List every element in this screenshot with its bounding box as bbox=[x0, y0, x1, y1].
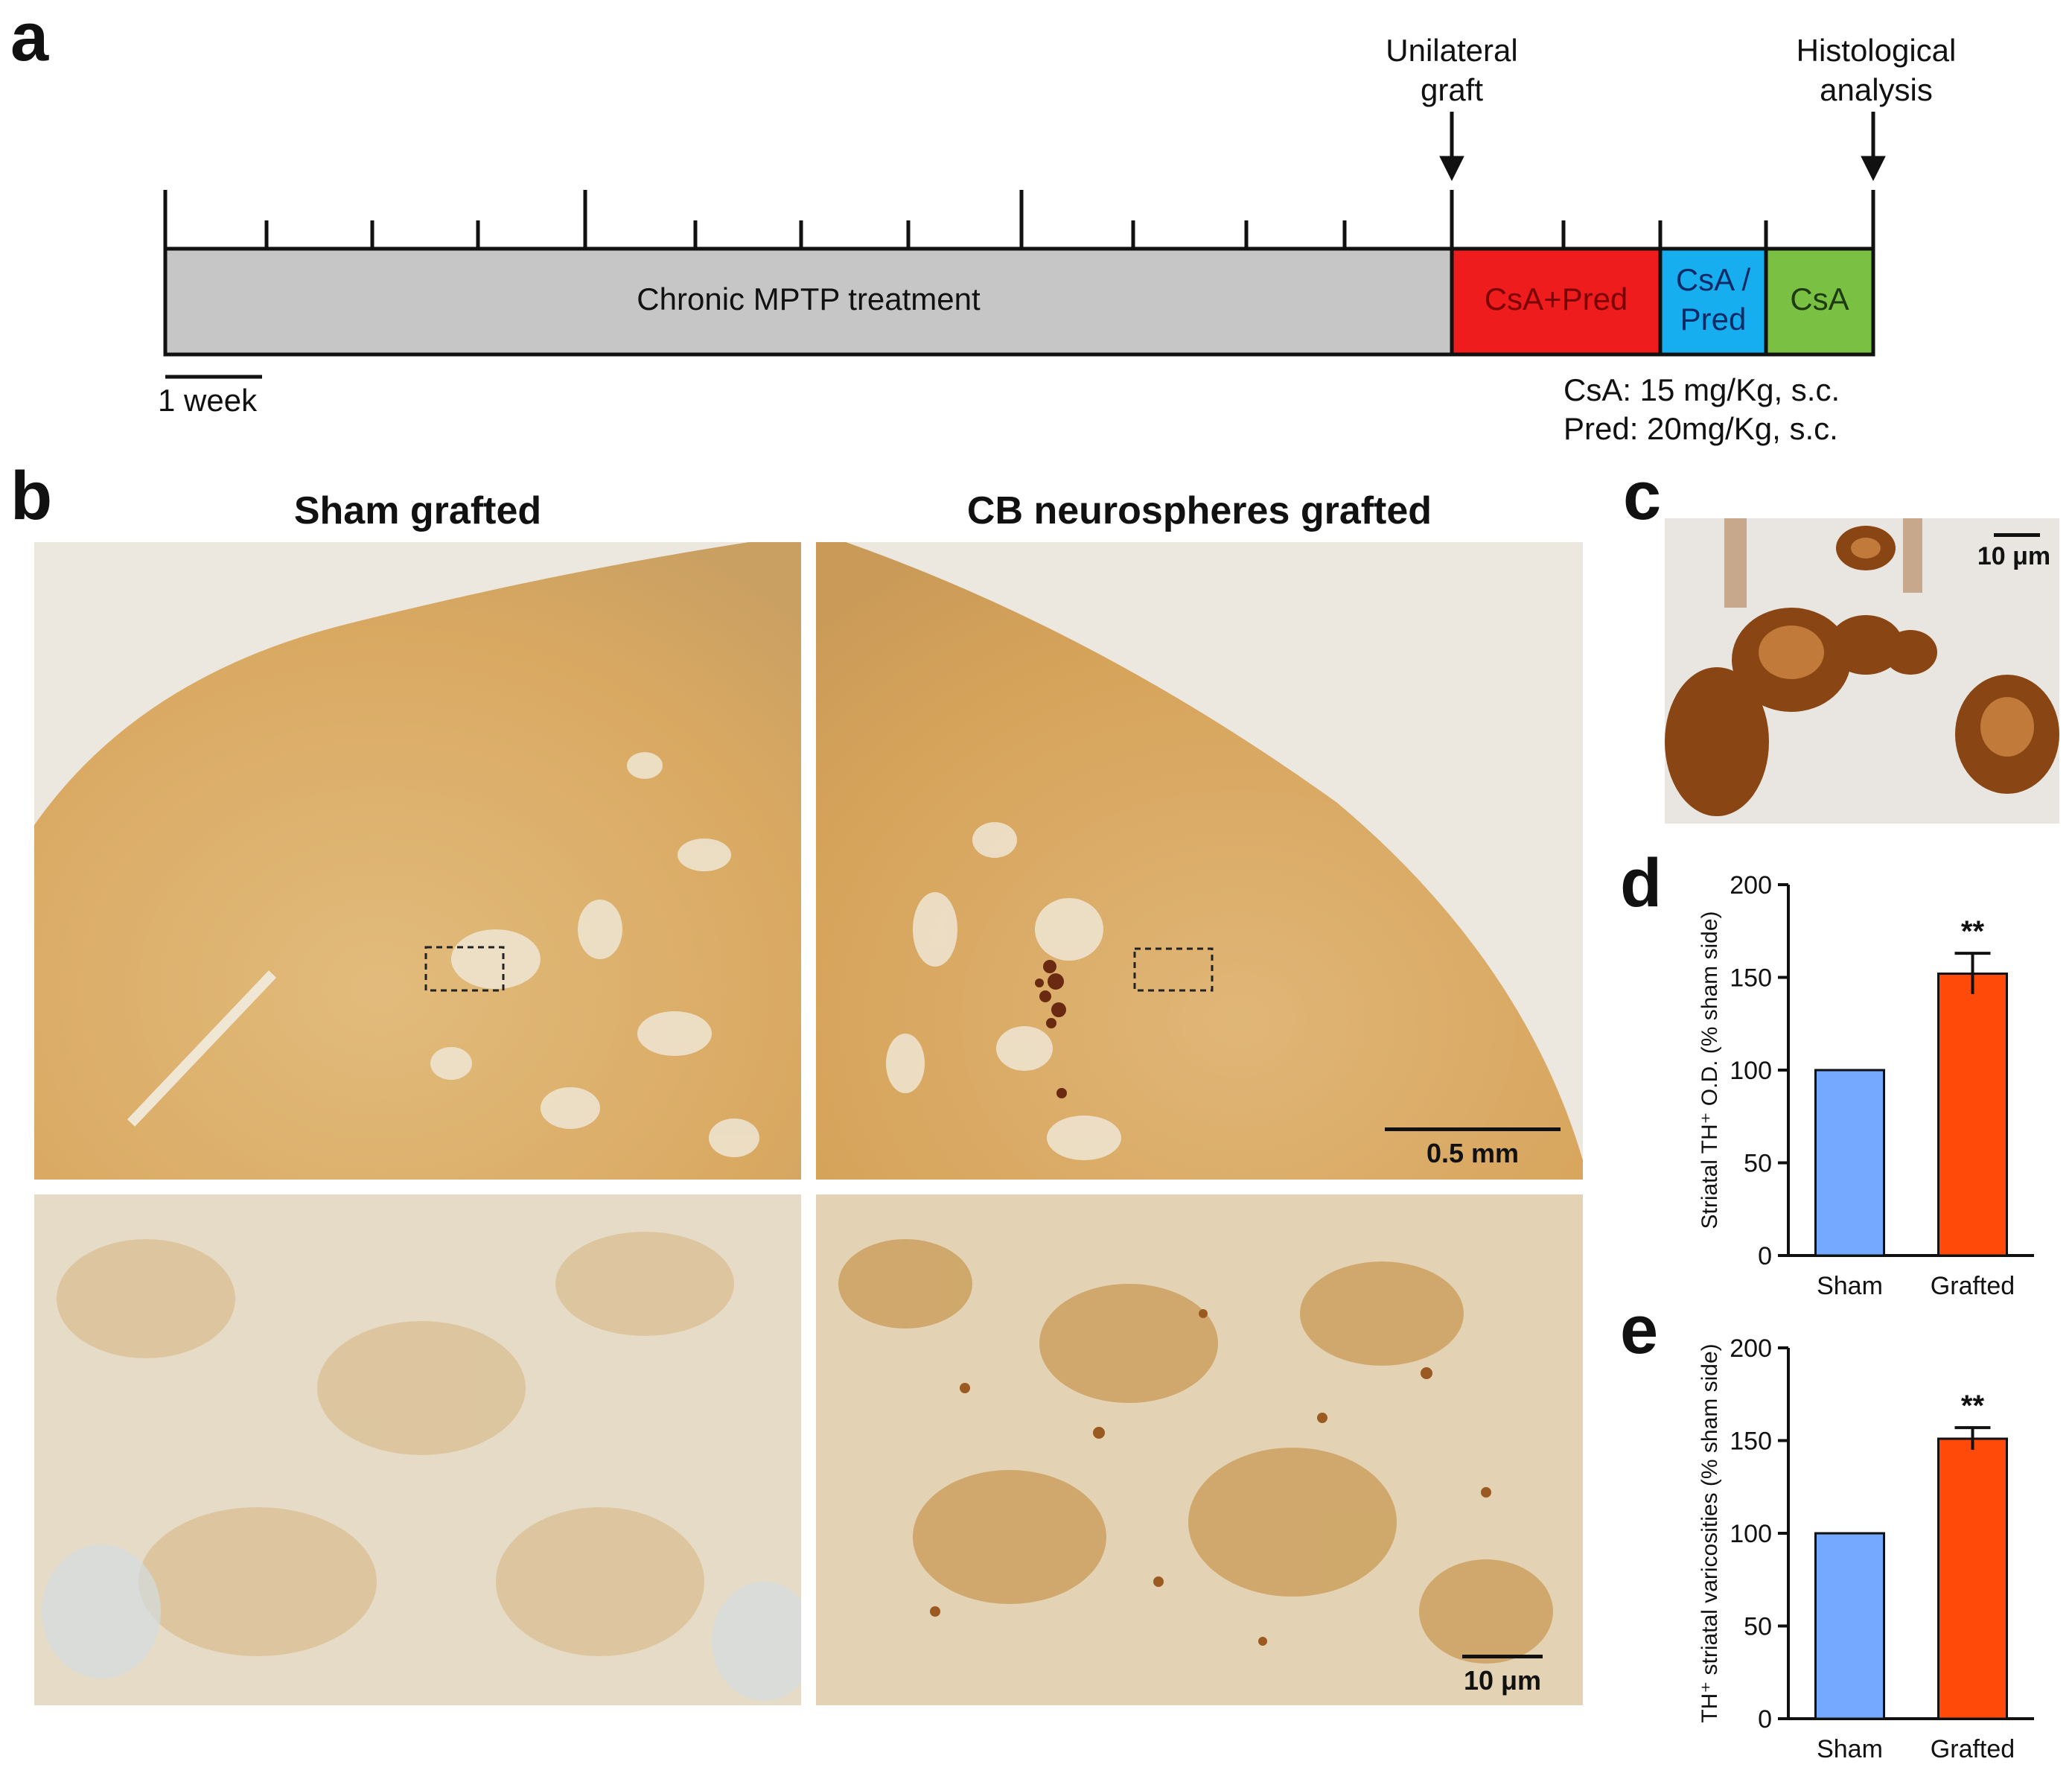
y-tick-label: 0 bbox=[1758, 1242, 1772, 1270]
scale-label-10um-c: 10 μm bbox=[1977, 542, 2051, 570]
segment-csa bbox=[1764, 246, 1875, 357]
bar-sham bbox=[1814, 1532, 1885, 1720]
scale-bar-10um-c bbox=[1994, 533, 2040, 537]
y-tick-label: 150 bbox=[1730, 964, 1772, 993]
y-tick-label: 100 bbox=[1730, 1520, 1772, 1548]
micrograph-sham-high bbox=[34, 1194, 801, 1705]
histology-event-label: Histological analysis bbox=[1796, 33, 1957, 107]
segment-csa-slash-pred-label: CsA / Pred bbox=[1675, 262, 1751, 337]
scale-label-10um-b: 10 μm bbox=[1463, 1665, 1542, 1696]
dose-csa: CsA: 15 mg/Kg, s.c. bbox=[1563, 372, 1840, 407]
y-tick-label: 200 bbox=[1730, 1334, 1772, 1363]
graft-arrow bbox=[1439, 112, 1464, 182]
dose-pred: Pred: 20mg/Kg, s.c. bbox=[1563, 411, 1838, 446]
panel-label-d: d bbox=[1620, 845, 1663, 921]
significance-mark: ** bbox=[1961, 1390, 1985, 1422]
bar-grafted bbox=[1937, 1437, 2008, 1720]
chart-d: 0 50 100 150 200 Striatal TH⁺ O.D. (% sham si… bbox=[1698, 871, 2034, 1300]
week-ticks bbox=[163, 190, 1875, 249]
timeline-diagram bbox=[163, 112, 1886, 379]
graft-event-label: Unilateral graft bbox=[1386, 33, 1518, 107]
sham-grafted-title: Sham grafted bbox=[293, 489, 542, 532]
significance-mark: ** bbox=[1961, 915, 1985, 948]
y-tick-label: 200 bbox=[1730, 871, 1772, 900]
x-tick-label: Sham bbox=[1817, 1735, 1883, 1763]
panel-label-a: a bbox=[10, 0, 49, 75]
bar-sham bbox=[1814, 1069, 1885, 1257]
y-tick-label: 50 bbox=[1744, 1150, 1772, 1178]
micrograph-grafted-low: 0.5 mm bbox=[816, 542, 1583, 1180]
micrograph-sham-low bbox=[34, 542, 801, 1180]
segment-mptp-label: Chronic MPTP treatment bbox=[637, 281, 981, 316]
y-tick-label: 50 bbox=[1744, 1613, 1772, 1641]
scale-label-0-5mm: 0.5 mm bbox=[1426, 1138, 1520, 1168]
cb-neurospheres-title: CB neurospheres grafted bbox=[966, 489, 1432, 532]
y-tick-label: 0 bbox=[1758, 1705, 1772, 1734]
segment-csa-slash-pred bbox=[1658, 246, 1768, 357]
x-tick-label: Grafted bbox=[1931, 1735, 2015, 1763]
panel-label-b: b bbox=[10, 458, 53, 534]
panel-label-c: c bbox=[1623, 458, 1662, 534]
histology-arrow bbox=[1861, 112, 1886, 182]
y-tick-label: 150 bbox=[1730, 1428, 1772, 1456]
micrograph-cb-cells: 10 μm bbox=[1665, 518, 2059, 824]
y-axis-label: TH⁺ striatal varicosities (% sham side) bbox=[1698, 1343, 1722, 1722]
bar-grafted bbox=[1937, 973, 2008, 1257]
x-tick-label: Sham bbox=[1817, 1272, 1883, 1300]
segment-csa-label: CsA bbox=[1790, 281, 1849, 316]
panel-label-e: e bbox=[1620, 1292, 1659, 1368]
chart-e: 0 50 100 150 200 TH⁺ striatal varicosities (%… bbox=[1698, 1334, 2034, 1763]
y-tick-label: 100 bbox=[1730, 1057, 1772, 1085]
x-tick-label: Grafted bbox=[1931, 1272, 2015, 1300]
micrograph-grafted-high: 10 μm bbox=[816, 1194, 1583, 1705]
scale-bar-0-5mm bbox=[1385, 1127, 1561, 1131]
segment-csa-pred-label: CsA+Pred bbox=[1484, 281, 1628, 316]
scale-bar-10um-b bbox=[1462, 1655, 1543, 1658]
y-axis-label: Striatal TH⁺ O.D. (% sham side) bbox=[1698, 911, 1722, 1229]
week-scale-label: 1 week bbox=[158, 383, 258, 418]
